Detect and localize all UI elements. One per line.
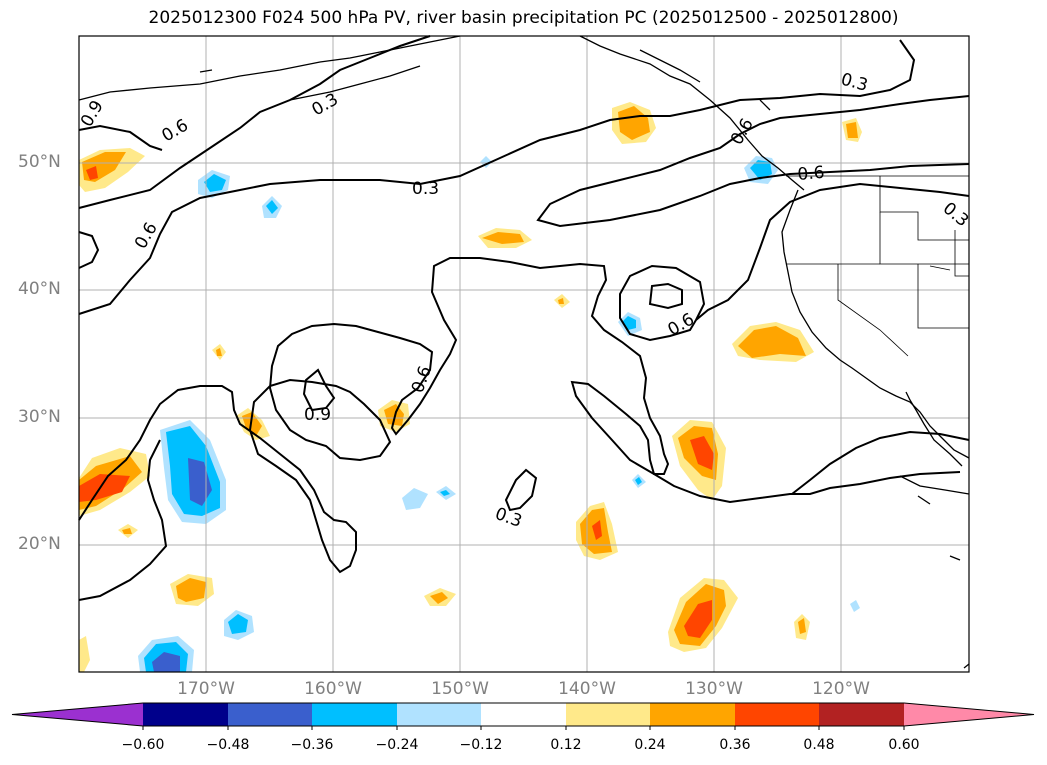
- lon-tick-label: 120°W: [812, 679, 870, 699]
- lon-tick-label: 170°W: [177, 679, 235, 699]
- colorbar-tick-label: −0.36: [290, 737, 334, 753]
- map-area: 0.9 0.6 0.6 0.3 0.3 0.6 0.6 0.9 0.6 0.3 …: [77, 35, 972, 673]
- pv-contours: [78, 35, 970, 601]
- lon-tick-label: 150°W: [431, 679, 489, 699]
- colorbar-segment: [481, 703, 566, 726]
- colorbar-tick-label: −0.48: [206, 737, 250, 753]
- lat-tick-label: 20°N: [18, 534, 61, 554]
- figure-title: 2025012300 F024 500 hPa PV, river basin …: [148, 8, 899, 28]
- contour-label: 0.9: [304, 405, 331, 425]
- colorbar-segment: [312, 703, 397, 726]
- colorbar-tick-label: 0.12: [550, 737, 582, 753]
- lat-tick-label: 50°N: [18, 152, 61, 172]
- colorbar-tick-label: 0.60: [888, 737, 920, 753]
- colorbar-tick-label: 0.24: [634, 737, 666, 753]
- colorbar-tick-label: −0.12: [459, 737, 503, 753]
- colorbar-tick-label: −0.60: [121, 737, 165, 753]
- colorbar-segment: [397, 703, 481, 726]
- colorbar-tick-label: −0.24: [375, 737, 419, 753]
- state-borders: [786, 175, 969, 357]
- colorbar-segment: [735, 703, 819, 726]
- colorbar-segment: [143, 703, 228, 726]
- lon-tick-label: 160°W: [304, 679, 362, 699]
- lon-tick-label: 130°W: [685, 679, 743, 699]
- gridlines: [79, 36, 969, 672]
- colorbar-segment: [650, 703, 735, 726]
- colorbar-tick-label: 0.48: [803, 737, 835, 753]
- colorbar-segment: [819, 703, 904, 726]
- contour-label: 0.3: [412, 179, 439, 199]
- colorbar-extend-high: [904, 703, 1034, 726]
- colorbar-segment: [566, 703, 650, 726]
- colorbar-extend-low: [12, 703, 143, 726]
- contour-label: 0.6: [797, 163, 826, 185]
- lat-tick-label: 30°N: [18, 407, 61, 427]
- lon-tick-label: 140°W: [558, 679, 616, 699]
- colorbar-tick-label: 0.36: [719, 737, 751, 753]
- coastlines: [78, 35, 970, 669]
- lat-tick-label: 40°N: [18, 279, 61, 299]
- colorbar: [11, 702, 1035, 730]
- colorbar-segment: [228, 703, 312, 726]
